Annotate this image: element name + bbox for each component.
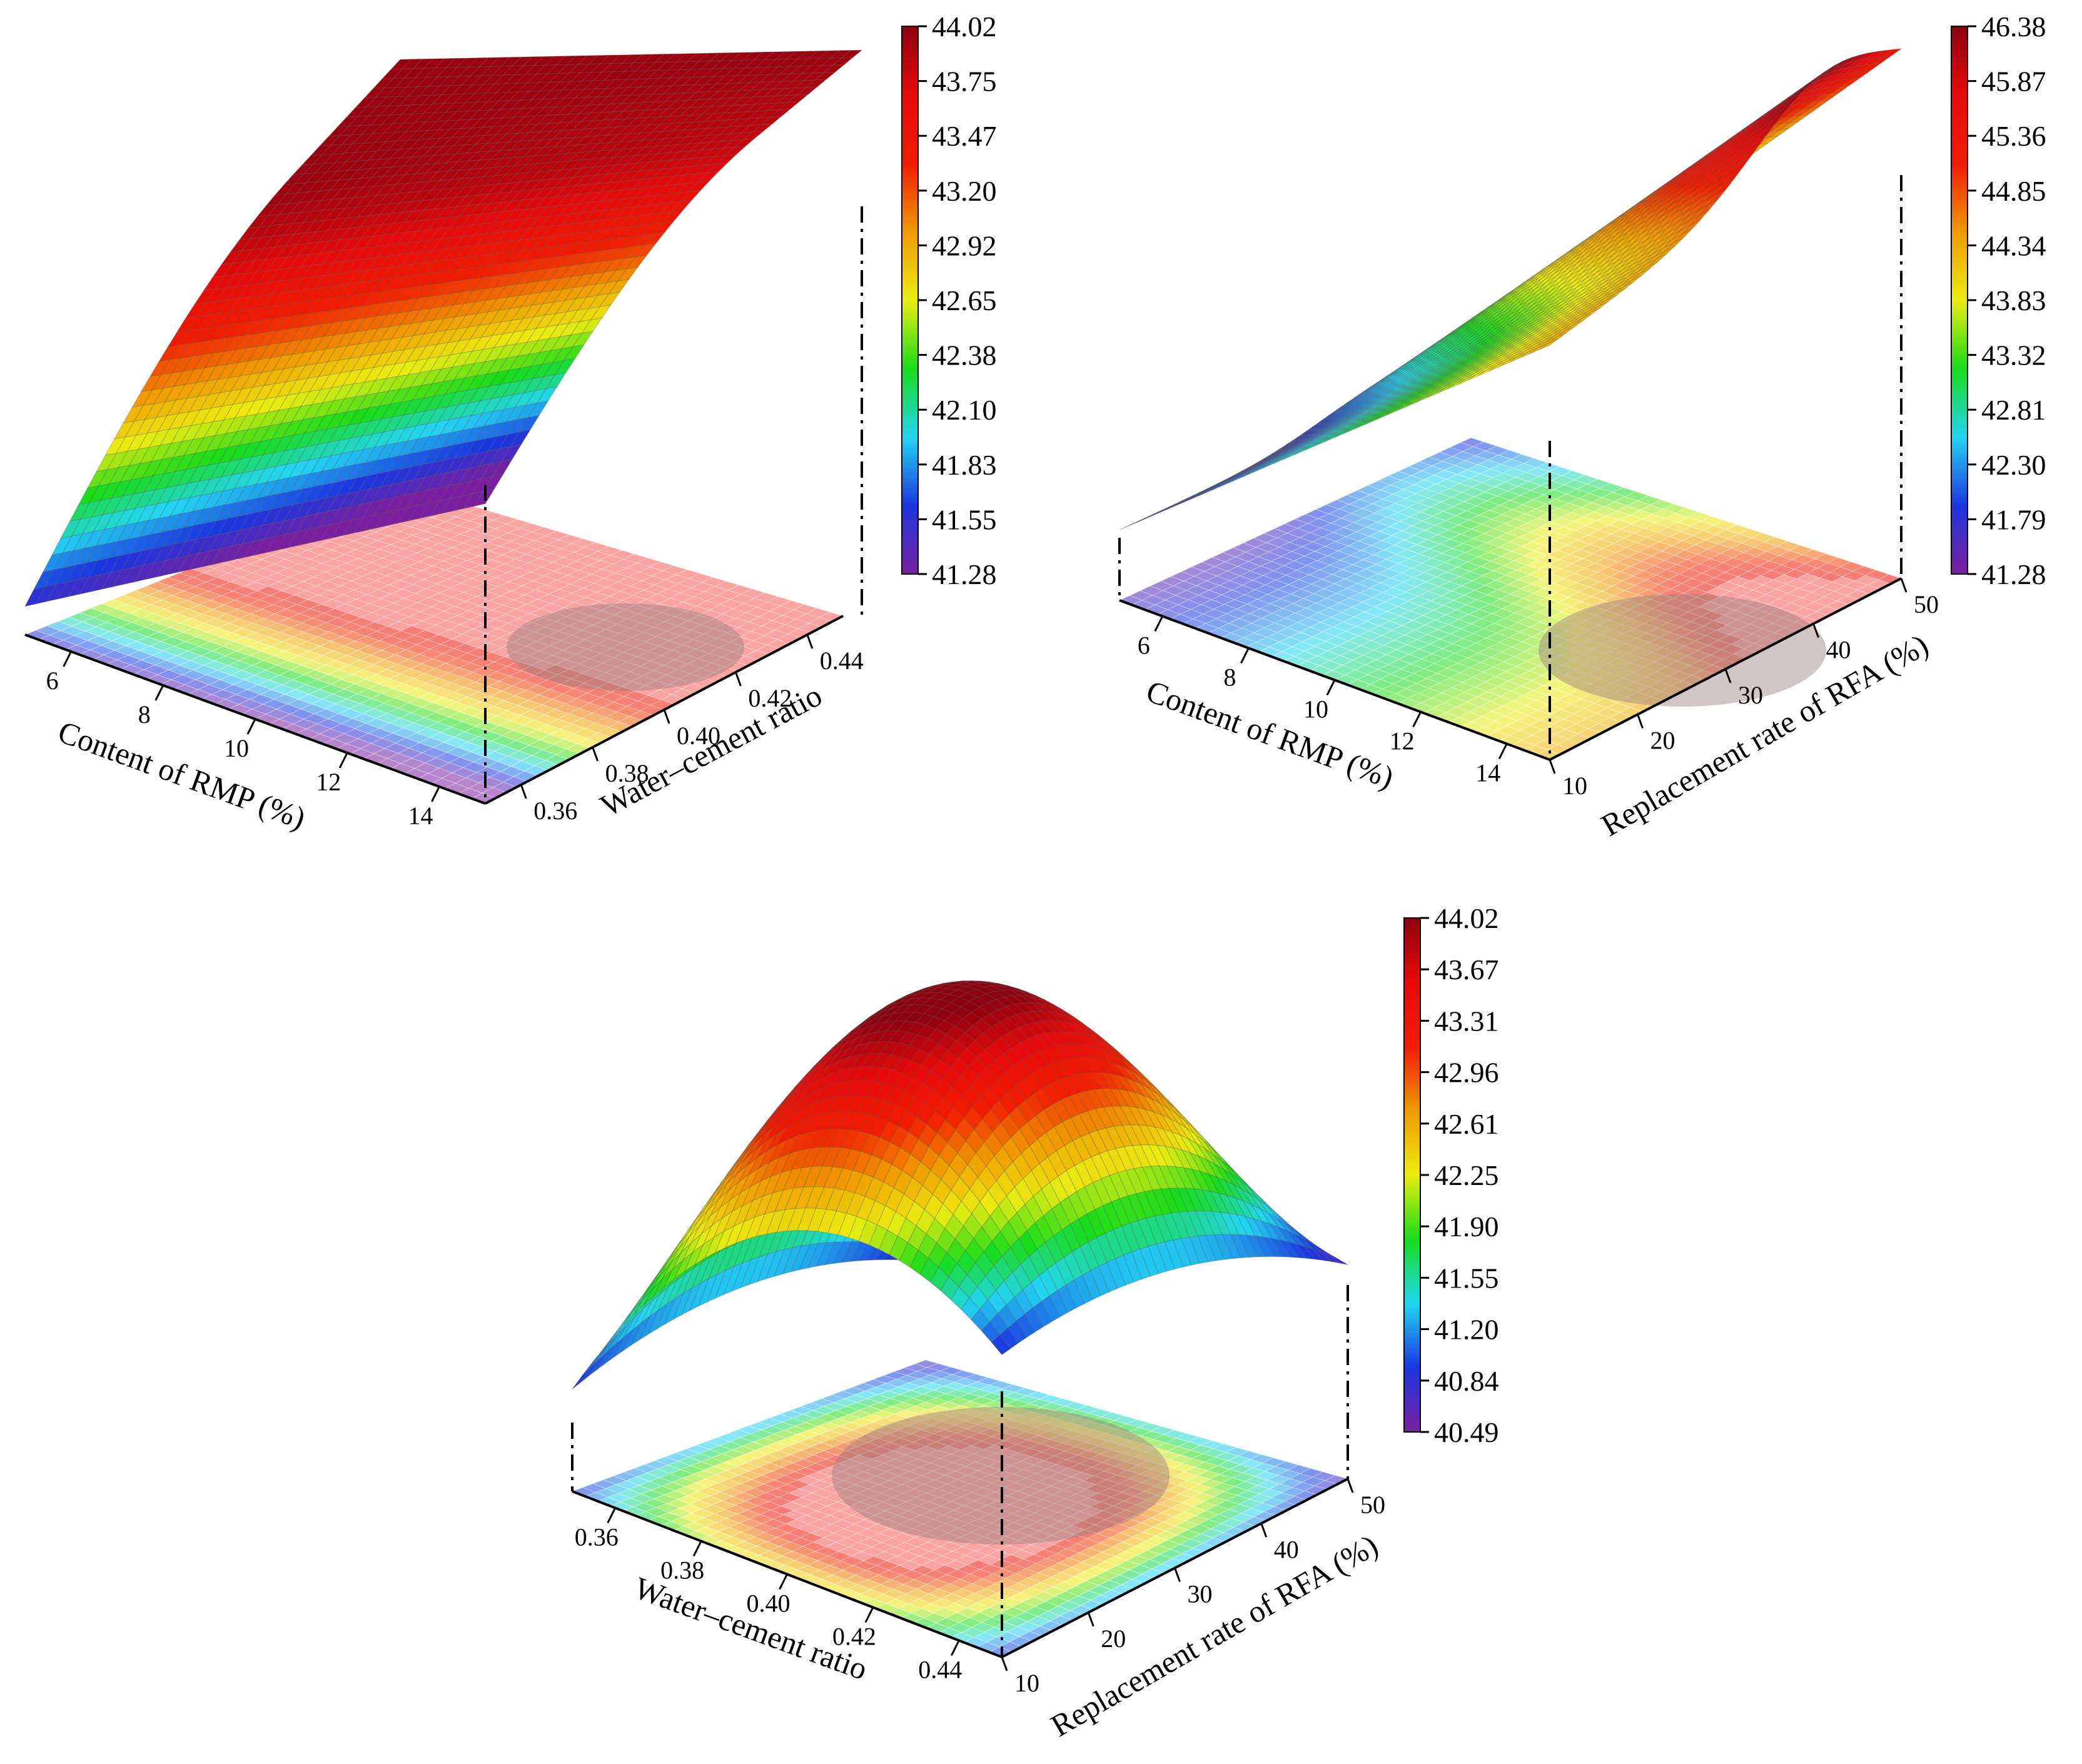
colorbar-tick-label: 41.83 (932, 449, 997, 481)
colorbar-tick-label: 41.28 (932, 558, 997, 590)
y-tick-mark (520, 784, 527, 799)
colorbar-tick-label: 42.10 (932, 394, 997, 426)
colorbar-tick-label: 42.38 (932, 340, 997, 371)
y-tick-mark (806, 634, 814, 649)
floor-optimum-shade (1539, 594, 1826, 707)
x-tick-label: 12 (316, 768, 341, 796)
colorbar-tick-label: 43.20 (932, 175, 997, 207)
x-tick-label: 14 (408, 802, 433, 830)
x-tick-label: 6 (46, 667, 59, 695)
colorbar-tick-label: 43.47 (932, 120, 997, 152)
colorbar-tick-label: 42.92 (932, 229, 997, 261)
floor-optimum-shade (507, 603, 744, 691)
x-tick-mark (431, 786, 440, 802)
colorbar-a: 44.02 43.75 43.47 43.20 42.92 42.65 42.38 42.10… (901, 11, 997, 590)
x-tick-mark (63, 651, 72, 667)
y-tick-label: 0.44 (820, 647, 864, 675)
colorbar-tick-label: 43.75 (932, 66, 997, 98)
y-tick-mark (663, 709, 670, 724)
y-tick-label: 0.36 (533, 797, 577, 825)
x-tick-mark (246, 718, 256, 735)
colorbar-tick-label: 41.55 (932, 503, 997, 535)
y-tick-mark (592, 747, 599, 762)
x-tick-mark (338, 752, 348, 769)
colorbar-gradient (901, 26, 919, 575)
y-tick-mark (734, 672, 742, 687)
contour-floor-a (24, 484, 844, 804)
colorbar-tick-label: 42.65 (932, 285, 997, 316)
x-tick-label: 8 (138, 700, 151, 728)
x-tick-label: 10 (224, 734, 249, 762)
colorbar-tick-label: 44.02 (932, 11, 997, 43)
x-axis-title-a: Content of RMP (%) (54, 714, 310, 836)
x-tick-mark (154, 685, 164, 701)
